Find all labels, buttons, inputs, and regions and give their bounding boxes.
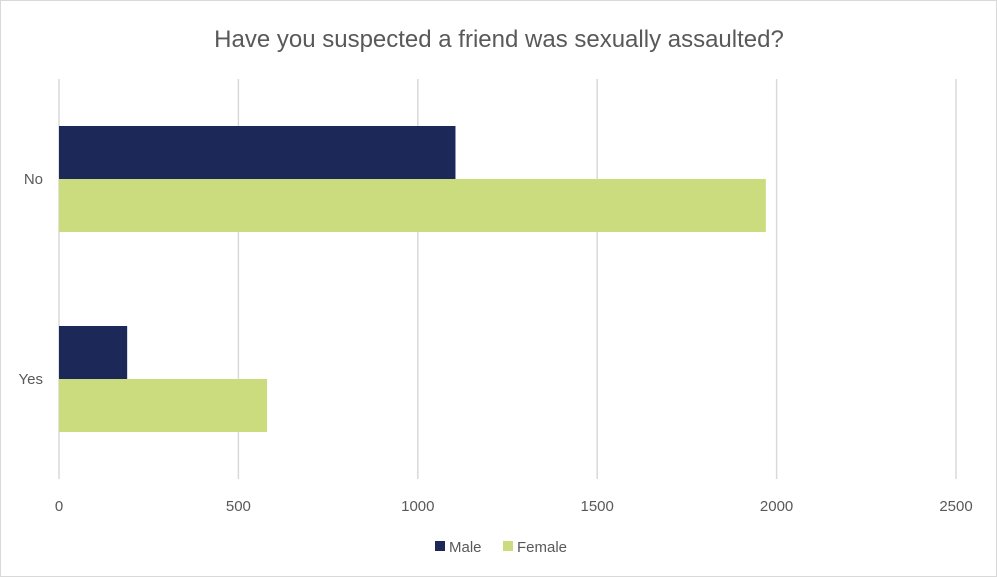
bar-male-no bbox=[59, 126, 456, 179]
legend-swatch-female bbox=[503, 541, 513, 551]
x-tick-label: 500 bbox=[226, 498, 251, 515]
legend-swatch-male bbox=[435, 541, 445, 551]
x-axis-ticks: 0 500 1000 1500 2000 2500 bbox=[55, 498, 973, 515]
chart-title: Have you suspected a friend was sexually… bbox=[214, 26, 784, 53]
legend-label-female: Female bbox=[517, 539, 567, 556]
x-tick-label: 1500 bbox=[581, 498, 614, 515]
bar-female-yes bbox=[59, 379, 268, 432]
bar-male-yes bbox=[59, 326, 128, 379]
y-tick-label: No bbox=[24, 171, 43, 188]
bar-female-no bbox=[59, 179, 766, 232]
x-tick-label: 0 bbox=[55, 498, 63, 515]
bars bbox=[59, 126, 766, 432]
legend-label-male: Male bbox=[449, 539, 482, 556]
x-tick-label: 1000 bbox=[401, 498, 434, 515]
x-tick-label: 2000 bbox=[760, 498, 793, 515]
legend: Male Female bbox=[435, 539, 567, 556]
y-axis-ticks: No Yes bbox=[19, 171, 43, 388]
y-tick-label: Yes bbox=[19, 371, 43, 388]
x-tick-label: 2500 bbox=[939, 498, 972, 515]
